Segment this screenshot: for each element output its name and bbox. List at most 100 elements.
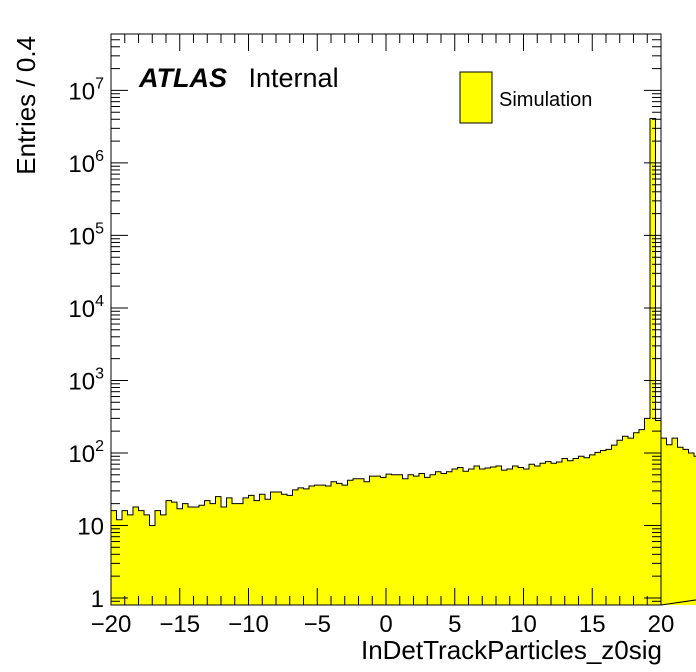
x-tick-label: 20 (648, 611, 675, 638)
histogram-bin (177, 508, 184, 605)
x-tick-label: 10 (510, 611, 537, 638)
y-tick-label: 104 (68, 293, 104, 323)
histogram-bin (545, 461, 552, 605)
y-tick-label: 103 (68, 365, 104, 395)
histogram-bin (265, 499, 272, 605)
histogram-bin (419, 473, 426, 605)
atlas-label-bold: ATLAS (138, 63, 227, 93)
histogram-bin (369, 476, 376, 605)
x-tick-label: 5 (448, 611, 461, 638)
histogram-bin (595, 452, 602, 605)
histogram-bin (507, 469, 514, 605)
histogram-bin (540, 463, 547, 605)
histogram-bin (694, 456, 696, 605)
histogram-bin (138, 510, 145, 605)
histogram-bin (144, 514, 151, 605)
histogram-bin (331, 481, 338, 605)
histogram-bin (435, 471, 442, 605)
histogram-bin (529, 464, 536, 605)
x-tick-labels: −20 −15 −10 −5 0 5 10 15 20 (91, 611, 675, 638)
histogram-bin (683, 449, 690, 605)
atlas-label-status: Internal (249, 63, 339, 93)
histogram-bin (424, 477, 431, 605)
histogram-bin (688, 452, 695, 605)
histogram-bin (276, 491, 283, 605)
histogram-bin (287, 495, 294, 605)
histogram-bin (589, 454, 596, 605)
histogram-bin (171, 502, 178, 605)
histogram-bin (342, 485, 349, 605)
histogram-bin (309, 486, 316, 605)
histogram-bin (204, 500, 211, 605)
histogram-bin (149, 525, 156, 605)
histogram-bin (551, 463, 558, 605)
x-tick-label: −15 (159, 611, 200, 638)
histogram-bin (336, 483, 343, 605)
histogram-bin (628, 438, 635, 605)
x-tick-label: −10 (228, 611, 269, 638)
histogram-bin (413, 476, 420, 605)
histogram-bin (430, 474, 437, 605)
histogram-bin (490, 467, 497, 605)
histogram-bin (270, 491, 277, 605)
histogram-bin (617, 440, 624, 605)
histogram-bin (468, 469, 475, 605)
histogram-bin (650, 118, 657, 605)
x-tick-label: 15 (579, 611, 606, 638)
histogram-bin (160, 514, 167, 605)
histogram-bin (210, 503, 217, 605)
histogram-bin (606, 449, 613, 605)
histogram-bin (562, 458, 569, 605)
histogram-bin (518, 467, 525, 605)
histogram-bin (248, 495, 255, 605)
histogram-bin (155, 510, 162, 605)
histogram-bin (364, 481, 371, 605)
histogram-bin (452, 469, 459, 605)
histogram-bin (661, 438, 668, 605)
histogram-bin (622, 436, 629, 605)
histogram-bin (633, 432, 640, 605)
histogram-bin (221, 506, 228, 605)
histogram-bin (408, 474, 415, 605)
histogram-bin (298, 487, 305, 605)
histogram-bin (655, 420, 662, 605)
histogram-bin (611, 445, 618, 605)
y-axis-title: Entries / 0.4 (11, 36, 41, 175)
histogram-bin (463, 471, 470, 605)
x-tick-label: 0 (379, 611, 392, 638)
histogram-bin (281, 494, 288, 605)
histogram-bin (347, 480, 354, 605)
legend-swatch-simulation (459, 71, 493, 124)
histogram-bin (380, 477, 387, 605)
histogram-bin (677, 447, 684, 605)
histogram-bin (320, 485, 327, 605)
histogram-bin (479, 469, 486, 605)
histogram-bin (237, 503, 244, 605)
histogram-bin (193, 506, 200, 605)
y-tick-label: 10 (77, 513, 104, 540)
histogram-bin (457, 467, 464, 605)
histogram-bin (325, 486, 332, 605)
histogram-bin (215, 496, 222, 605)
axis-ticks (110, 33, 662, 606)
histogram-bin (259, 494, 266, 605)
x-tick-label: −5 (304, 611, 331, 638)
histogram-bin (644, 418, 651, 605)
legend: Simulation (459, 71, 592, 124)
histogram-bin (441, 473, 448, 605)
histogram-bin (512, 466, 519, 605)
histogram-bin (254, 500, 261, 605)
histogram-bin (556, 462, 563, 605)
histogram-bin (666, 444, 673, 605)
histogram-bin (534, 466, 541, 605)
histogram-bin (600, 450, 607, 605)
y-tick-label: 106 (68, 148, 104, 178)
histogram-bin (523, 469, 530, 605)
histogram-bin (303, 488, 310, 605)
histogram-bin (188, 506, 195, 605)
histogram-bars (111, 118, 696, 605)
histogram-bin (391, 474, 398, 605)
histogram-bin (474, 466, 481, 605)
atlas-label: ATLAS Internal (138, 63, 339, 93)
